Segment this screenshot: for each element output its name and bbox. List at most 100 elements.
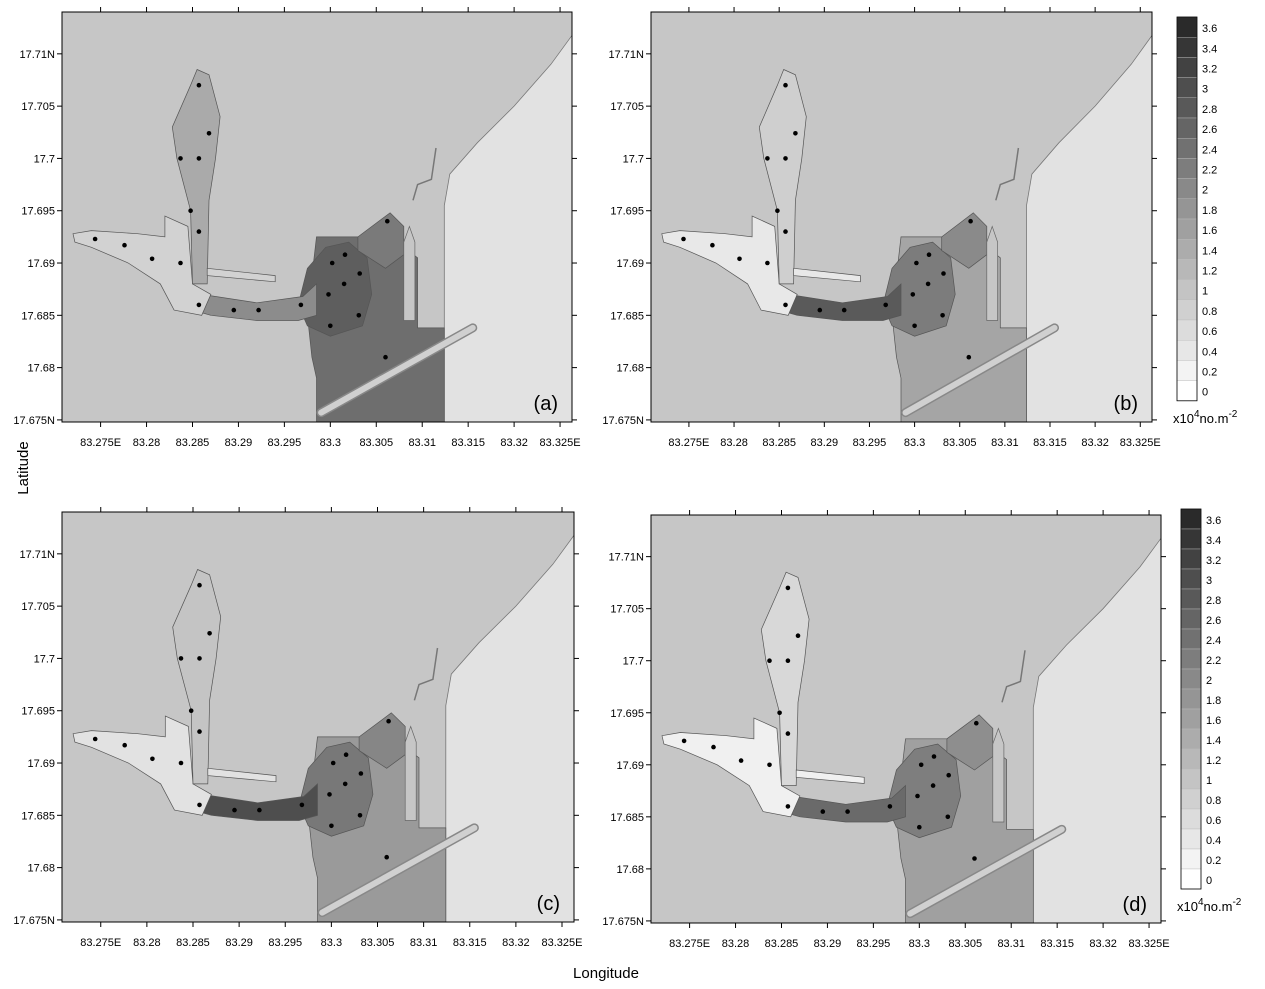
x-tick-label: 83.3 — [321, 937, 342, 949]
x-tick-label: 83.32 — [500, 437, 528, 449]
panel-letter: (d) — [1123, 894, 1147, 916]
y-tick-label: 17.68 — [616, 363, 644, 375]
x-tick-label: 83.31 — [410, 937, 438, 949]
x-tick-label: 83.31 — [997, 938, 1025, 950]
station-point — [206, 131, 212, 136]
y-tick-label: 17.705 — [21, 101, 55, 113]
station-point — [817, 307, 823, 313]
colorbar-label: 2 — [1206, 675, 1212, 687]
colorbar-swatch — [1176, 97, 1198, 119]
y-tick-label: 17.68 — [616, 864, 644, 876]
colorbar-bottom: 3.6 3.4 3.2 3 2.8 2.6 2.4 2.2 2 1.8 1.6 1.4 1.2 1 0.8 0… — [1177, 508, 1242, 914]
panel-letter: (b) — [1114, 393, 1138, 415]
colorbar-swatch — [1176, 340, 1198, 361]
station-point — [925, 281, 931, 287]
colorbar-label: 2.6 — [1202, 124, 1217, 136]
west-jetty — [793, 267, 861, 283]
map-panel-b: 83.275E 83.28 83.285 83.29 83.295 83.3 83.305 8… — [602, 7, 1161, 449]
y-tick-label: 17.695 — [21, 206, 55, 218]
x-tick-label: 83.28 — [722, 938, 750, 950]
station-point — [327, 792, 332, 797]
y-tick-label: 17.69 — [616, 760, 644, 772]
colorbar-label: 1.2 — [1202, 266, 1217, 278]
station-point — [92, 736, 98, 742]
station-point — [820, 809, 826, 814]
x-tick-label: 83.275E — [80, 437, 121, 449]
colorbar-label: 3.4 — [1202, 43, 1217, 55]
y-tick-label: 17.7 — [623, 153, 644, 165]
map-area — [62, 512, 574, 922]
west-jetty — [795, 769, 865, 784]
colorbar-label: 1.8 — [1202, 205, 1217, 217]
station-point — [122, 242, 127, 248]
y-tick-label: 17.695 — [21, 706, 55, 718]
station-point — [196, 156, 202, 161]
colorbar-label: 1.2 — [1206, 755, 1221, 767]
colorbar-swatch — [1176, 57, 1198, 78]
colorbar-label: 3.6 — [1206, 515, 1221, 527]
station-point — [845, 809, 850, 814]
colorbar-label: 0.6 — [1206, 815, 1221, 827]
colorbar-label: 1.4 — [1202, 245, 1217, 257]
colorbar-label: 1.4 — [1206, 735, 1221, 747]
station-point — [357, 813, 363, 818]
colorbar-swatch — [1176, 137, 1198, 159]
colorbar-swatch — [1180, 808, 1202, 830]
colorbar-unit: x104no.m-2 — [1177, 897, 1242, 914]
x-tick-label: 83.325E — [1120, 437, 1161, 449]
panels: 83.275E 83.28 83.285 83.29 83.295 83.3 83.305 8… — [13, 7, 1170, 950]
west-jetty — [206, 267, 276, 283]
station-point — [793, 131, 798, 136]
colorbar-label: 3.2 — [1202, 64, 1217, 76]
station-point — [122, 742, 127, 748]
station-point — [197, 656, 202, 661]
station-point — [356, 313, 362, 318]
station-point — [207, 631, 212, 636]
colorbar-frame — [1180, 508, 1202, 890]
west-arm — [661, 717, 801, 818]
colorbar-swatch — [1176, 319, 1198, 341]
map-panel-c: 83.275E 83.28 83.285 83.29 83.295 83.3 83.305 8… — [13, 507, 582, 949]
station-point — [783, 82, 788, 88]
station-point — [681, 236, 686, 242]
north-arm — [760, 571, 810, 786]
colorbar-swatch — [1176, 380, 1198, 402]
colorbar-unit: x104no.m-2 — [1173, 409, 1238, 426]
map-area — [651, 515, 1161, 923]
y-tick-label: 17.71N — [20, 549, 56, 561]
x-tick-label: 83.28 — [720, 437, 748, 449]
station-point — [974, 720, 979, 726]
colorbar-swatch — [1180, 748, 1202, 770]
colorbar-label: 0 — [1202, 387, 1208, 399]
x-axis-title: Longitude — [573, 965, 639, 982]
x-tick-label: 83.32 — [502, 937, 530, 949]
colorbar-label: 0.2 — [1202, 367, 1217, 379]
colorbar-label: 1.6 — [1202, 225, 1217, 237]
station-point — [767, 762, 772, 768]
colorbar-swatch — [1176, 77, 1198, 98]
station-point — [926, 252, 932, 257]
colorbar-label: 0.6 — [1202, 326, 1217, 338]
plot-frame — [650, 514, 1162, 924]
colorbar-swatch — [1180, 508, 1202, 530]
colorbar-label: 0 — [1206, 875, 1212, 887]
station-point — [326, 292, 331, 297]
colorbar-swatch — [1180, 568, 1202, 590]
north-arm — [758, 69, 807, 285]
station-point — [197, 802, 202, 808]
x-tick-label: 83.29 — [814, 938, 842, 950]
station-point — [188, 708, 194, 713]
station-point — [342, 781, 348, 787]
station-point — [765, 260, 770, 266]
colorbar-label: 0.8 — [1202, 306, 1217, 318]
x-tick-label: 83.28 — [133, 437, 161, 449]
station-point — [383, 354, 388, 360]
station-point — [910, 292, 916, 297]
y-tick-label: 17.675N — [602, 916, 644, 928]
station-point — [775, 208, 780, 213]
y-tick-label: 17.7 — [34, 653, 55, 665]
station-point — [231, 307, 237, 313]
map-area — [62, 12, 572, 422]
station-point — [883, 302, 888, 308]
station-point — [918, 762, 924, 768]
